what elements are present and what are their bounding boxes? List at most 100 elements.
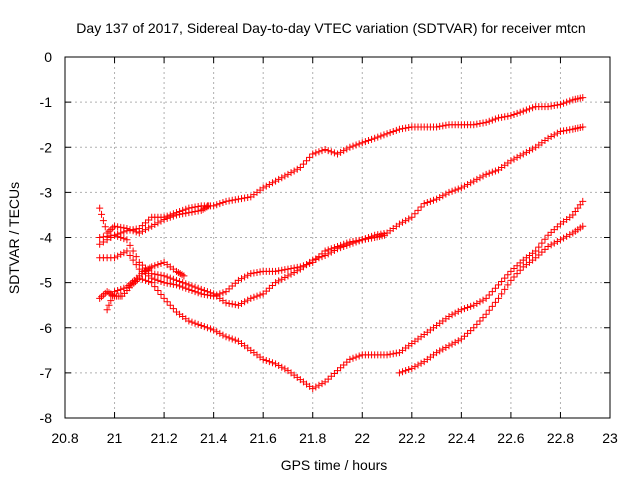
data-point [216, 329, 224, 337]
data-point [491, 298, 499, 306]
data-point [160, 294, 168, 302]
data-point [225, 197, 233, 205]
data-point [142, 226, 150, 234]
data-point [473, 120, 481, 128]
data-point [445, 188, 453, 196]
y-tick-label: -2 [40, 139, 53, 155]
data-point [364, 235, 372, 243]
data-point [399, 368, 407, 376]
data-point [457, 306, 465, 314]
data-point [126, 252, 134, 260]
data-point [395, 125, 403, 133]
x-tick-label: 22 [354, 430, 370, 446]
data-point [157, 290, 165, 298]
data-point [265, 358, 273, 366]
data-point [501, 113, 509, 121]
data-point [303, 157, 311, 165]
data-point [120, 249, 128, 257]
x-tick-label: 22.2 [398, 430, 425, 446]
data-point [343, 241, 351, 249]
data-point [234, 276, 242, 284]
data-point [256, 291, 264, 299]
data-point [482, 118, 490, 126]
data-point [160, 272, 168, 280]
data-point [467, 302, 475, 310]
data-point [566, 126, 574, 134]
data-point [120, 235, 128, 243]
x-tick-label: 22.6 [497, 430, 524, 446]
data-point [109, 224, 117, 232]
data-point [185, 281, 193, 289]
data-point [454, 337, 462, 345]
data-point [222, 197, 230, 205]
data-point [389, 350, 397, 358]
data-point [114, 287, 122, 295]
data-point [154, 287, 162, 295]
data-point [519, 107, 527, 115]
data-point [516, 108, 524, 116]
data-point [550, 131, 558, 139]
data-point [238, 195, 246, 203]
x-tick-label: 21.2 [150, 430, 177, 446]
chart-title: Day 137 of 2017, Sidereal Day-to-day VTE… [76, 20, 585, 36]
data-point [439, 122, 447, 130]
data-point [498, 290, 506, 298]
data-series [96, 123, 587, 300]
data-point [157, 217, 165, 225]
data-point [395, 369, 403, 377]
data-point [278, 275, 286, 283]
data-point [253, 268, 261, 276]
data-point [194, 284, 202, 292]
data-point [408, 213, 416, 221]
data-point [96, 204, 104, 212]
data-point [200, 287, 208, 295]
data-point [166, 301, 174, 309]
data-point [309, 150, 317, 158]
data-point [166, 274, 174, 282]
data-point [138, 275, 146, 283]
data-point [197, 321, 205, 329]
data-point [470, 301, 478, 309]
data-point [179, 210, 187, 218]
data-point [399, 125, 407, 133]
data-point [191, 319, 199, 327]
data-point [151, 262, 159, 270]
data-point [408, 364, 416, 372]
data-series [96, 94, 587, 241]
data-point [488, 288, 496, 296]
data-point [151, 270, 159, 278]
data-point [448, 187, 456, 195]
data-point [318, 380, 326, 388]
data-point [368, 234, 376, 242]
data-point [315, 381, 323, 389]
data-point [163, 298, 171, 306]
data-point [414, 206, 422, 214]
data-point [278, 363, 286, 371]
x-tick-label: 23 [602, 430, 618, 446]
data-point [374, 133, 382, 141]
data-point [532, 247, 540, 255]
data-point [358, 236, 366, 244]
data-point [312, 383, 320, 391]
data-point [321, 252, 329, 260]
data-point [101, 289, 109, 297]
data-point [250, 269, 258, 277]
data-point [417, 359, 425, 367]
data-point [442, 190, 450, 198]
data-point [120, 224, 128, 232]
data-point [247, 294, 255, 302]
data-point [129, 247, 137, 255]
data-point [417, 203, 425, 211]
data-point [197, 285, 205, 293]
data-point [346, 240, 354, 248]
data-point [556, 100, 564, 108]
data-point [238, 275, 246, 283]
x-axis-ticks: 20.8 21 21.2 21.4 21.6 21.8 22 22.2 22.4 22.6 22.8… [51, 57, 618, 446]
data-point [426, 197, 434, 205]
data-point [148, 279, 156, 287]
data-point [510, 273, 518, 281]
data-point [278, 266, 286, 274]
data-point [278, 174, 286, 182]
data-point [411, 210, 419, 218]
data-point [188, 318, 196, 326]
